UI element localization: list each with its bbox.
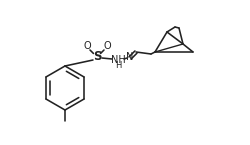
Text: N: N — [126, 52, 133, 62]
Text: O: O — [83, 41, 90, 51]
Text: O: O — [103, 41, 110, 51]
Text: NH: NH — [110, 55, 125, 65]
Text: S: S — [92, 50, 101, 64]
Text: H: H — [114, 61, 121, 70]
